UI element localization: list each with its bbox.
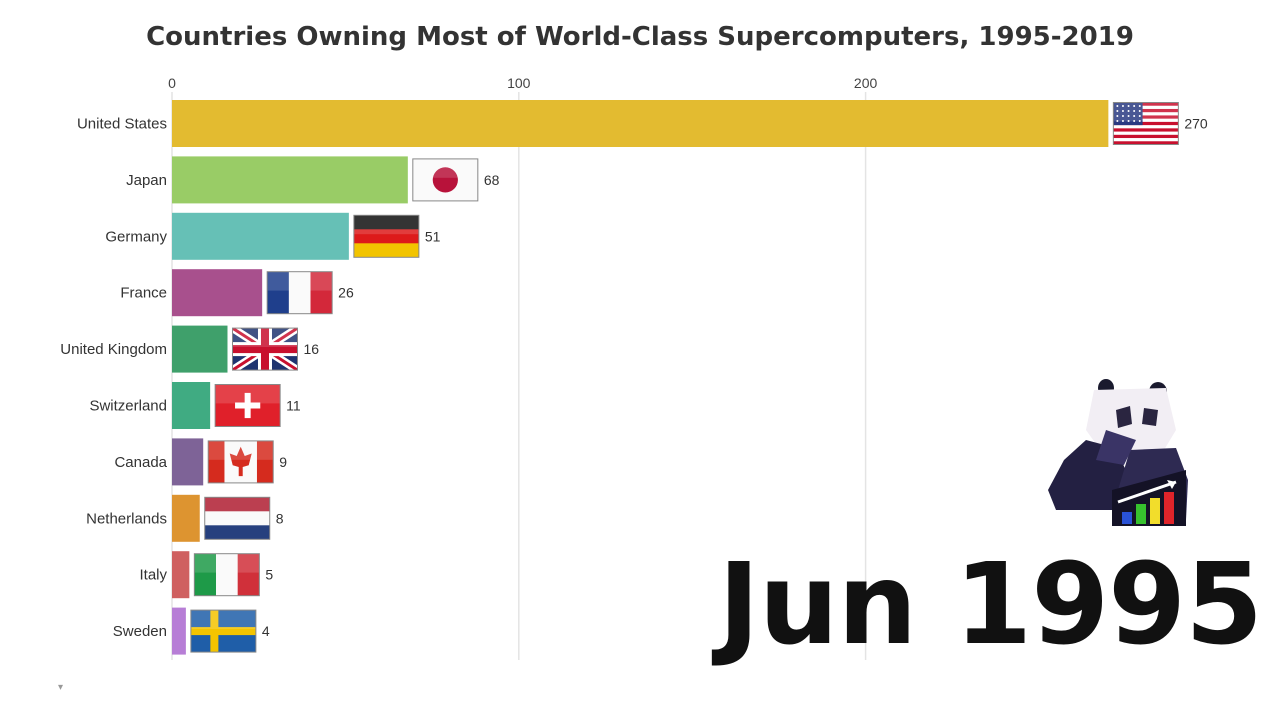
- category-label: Germany: [105, 228, 167, 245]
- bar-united-states: [172, 100, 1109, 147]
- value-label: 26: [338, 285, 354, 301]
- value-label: 16: [303, 341, 319, 357]
- category-label: Sweden: [113, 623, 167, 640]
- bar-netherlands: [172, 494, 200, 542]
- value-label: 270: [1184, 116, 1208, 132]
- category-label: United States: [77, 116, 167, 133]
- bar-united-kingdom: [172, 325, 228, 373]
- bar-germany: [172, 212, 349, 260]
- chart-title: Countries Owning Most of World-Class Sup…: [146, 22, 1134, 52]
- x-tick-label: 200: [854, 75, 878, 91]
- italy-flag-icon: [193, 553, 260, 597]
- x-tick-label: 0: [168, 75, 176, 91]
- value-label: 4: [262, 623, 270, 639]
- category-label: Switzerland: [89, 398, 167, 415]
- switzerland-flag-icon: [214, 384, 281, 427]
- bar-canada: [172, 438, 204, 486]
- category-label: Canada: [114, 454, 167, 471]
- value-label: 68: [484, 172, 500, 188]
- category-label: United Kingdom: [60, 341, 167, 358]
- category-label: Netherlands: [86, 510, 167, 527]
- bar-france: [172, 269, 263, 317]
- germany-flag-icon: [353, 214, 420, 258]
- panda-mascot-icon: [1048, 379, 1188, 526]
- us-flag-icon: [1112, 102, 1179, 145]
- sweden-flag-icon: [190, 609, 257, 653]
- date-label: Jun 1995: [718, 540, 1263, 670]
- value-label: 8: [276, 510, 284, 526]
- value-label: 5: [265, 567, 273, 583]
- france-flag-icon: [266, 271, 333, 315]
- bar-switzerland: [172, 382, 211, 429]
- japan-flag-icon: [412, 158, 479, 202]
- category-label: France: [120, 285, 167, 302]
- category-label: Italy: [139, 567, 167, 584]
- netherlands-flag-icon: [204, 496, 271, 540]
- value-label: 9: [279, 454, 287, 470]
- bar-italy: [172, 551, 190, 599]
- canada-flag-icon: [207, 440, 274, 484]
- bar-japan: [172, 156, 408, 204]
- scroll-indicator-icon: ▾: [58, 682, 64, 693]
- category-label: Japan: [126, 172, 167, 189]
- uk-flag-icon: [231, 327, 298, 371]
- value-label: 11: [286, 398, 301, 414]
- x-tick-label: 100: [507, 75, 531, 91]
- value-label: 51: [425, 228, 441, 244]
- bar-sweden: [172, 607, 186, 655]
